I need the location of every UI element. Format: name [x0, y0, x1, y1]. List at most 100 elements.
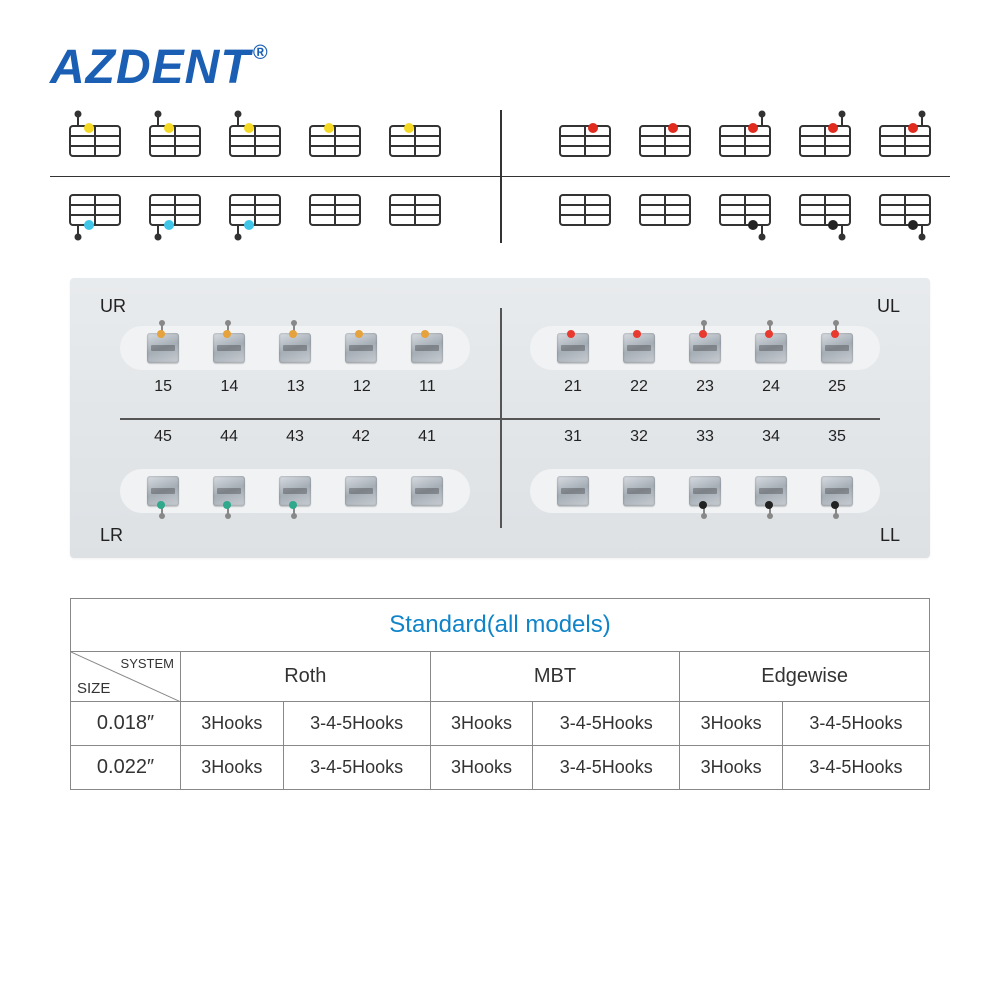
strip-ul [530, 326, 880, 370]
numbers-ul: 21 22 23 24 25 [530, 378, 880, 396]
tooth-number: 41 [418, 428, 436, 446]
strip-lr [120, 469, 470, 513]
col-roth: Roth [181, 652, 431, 702]
label-lr: LR [100, 525, 123, 546]
bracket-photo [755, 333, 787, 363]
col-edgewise: Edgewise [680, 652, 930, 702]
table-title: Standard(all models) [71, 599, 930, 652]
bracket-photo [623, 476, 655, 506]
bracket-outline-icon [550, 110, 620, 168]
table-corner-cell: SYSTEM SIZE [71, 652, 181, 702]
size-018: 0.018″ [71, 702, 181, 746]
bracket-photo [557, 476, 589, 506]
bracket-outline-icon [60, 110, 130, 168]
bracket-photo [345, 476, 377, 506]
bracket-photo [147, 333, 179, 363]
bracket-photo [557, 333, 589, 363]
bracket-photo [213, 333, 245, 363]
bracket-photo [689, 476, 721, 506]
tooth-number: 12 [353, 378, 371, 396]
tooth-number: 21 [564, 378, 582, 396]
cell: 3-4-5Hooks [283, 746, 430, 790]
tooth-number: 11 [419, 378, 436, 396]
tooth-number: 44 [220, 428, 238, 446]
bracket-outline-icon [550, 185, 620, 243]
numbers-lr: 45 44 43 42 41 [120, 428, 470, 446]
bracket-outline-icon [220, 110, 290, 168]
numbers-ur: 15 14 13 12 11 [120, 378, 470, 396]
strip-ur [120, 326, 470, 370]
bracket-outline-icon [710, 185, 780, 243]
tooth-number: 13 [287, 378, 305, 396]
tooth-number: 34 [762, 428, 780, 446]
tooth-number: 14 [220, 378, 238, 396]
bracket-photo [147, 476, 179, 506]
bracket-outline-icon [60, 185, 130, 243]
label-ur: UR [100, 296, 126, 317]
numbers-ll: 31 32 33 34 35 [530, 428, 880, 446]
bracket-outline-icon [220, 185, 290, 243]
label-ll: LL [880, 525, 900, 546]
strip-ll [530, 469, 880, 513]
bracket-photo [213, 476, 245, 506]
tooth-number: 24 [762, 378, 780, 396]
tooth-number: 35 [828, 428, 846, 446]
bracket-photo [279, 333, 311, 363]
tooth-number: 22 [630, 378, 648, 396]
col-mbt: MBT [430, 652, 680, 702]
cell: 3Hooks [181, 702, 284, 746]
bracket-photo [411, 333, 443, 363]
bracket-outline-icon [300, 185, 370, 243]
bracket-outline-icon [300, 110, 370, 168]
bracket-outline-icon [140, 185, 210, 243]
size-022: 0.022″ [71, 746, 181, 790]
bracket-photo [411, 476, 443, 506]
cell: 3-4-5Hooks [782, 702, 929, 746]
bracket-photo [821, 333, 853, 363]
bracket-outline-icon [380, 110, 450, 168]
cell: 3Hooks [430, 746, 533, 790]
cell: 3Hooks [181, 746, 284, 790]
bracket-diagram [50, 110, 950, 243]
tooth-number: 43 [286, 428, 304, 446]
tooth-number: 33 [696, 428, 714, 446]
bracket-outline-icon [630, 185, 700, 243]
card-hline [120, 418, 880, 420]
bracket-outline-icon [380, 185, 450, 243]
logo-text: AZDENT [50, 40, 251, 95]
bracket-outline-icon [790, 110, 860, 168]
size-label: SIZE [77, 680, 110, 697]
tooth-number: 32 [630, 428, 648, 446]
label-ul: UL [877, 296, 900, 317]
bracket-photo-card: UR UL LR LL 15 14 13 12 11 21 22 23 24 25 45 44 43… [70, 278, 930, 558]
bracket-outline-icon [870, 185, 940, 243]
bracket-outline-icon [630, 110, 700, 168]
cell: 3-4-5Hooks [533, 746, 680, 790]
cell: 3-4-5Hooks [533, 702, 680, 746]
bracket-photo [623, 333, 655, 363]
cell: 3-4-5Hooks [782, 746, 929, 790]
bracket-outline-icon [710, 110, 780, 168]
brand-logo: AZDENT ® [50, 40, 950, 95]
cell: 3Hooks [680, 702, 783, 746]
system-label: SYSTEM [121, 656, 174, 671]
bracket-outline-icon [870, 110, 940, 168]
bracket-outline-icon [790, 185, 860, 243]
bracket-outline-icon [140, 110, 210, 168]
bracket-photo [279, 476, 311, 506]
logo-reg: ® [253, 42, 269, 65]
tooth-number: 23 [696, 378, 714, 396]
cell: 3-4-5Hooks [283, 702, 430, 746]
bracket-photo [821, 476, 853, 506]
spec-table: Standard(all models) SYSTEM SIZE Roth MB… [70, 598, 930, 790]
tooth-number: 25 [828, 378, 846, 396]
bracket-photo [689, 333, 721, 363]
cell: 3Hooks [680, 746, 783, 790]
tooth-number: 15 [154, 378, 172, 396]
cell: 3Hooks [430, 702, 533, 746]
bracket-photo [755, 476, 787, 506]
tooth-number: 45 [154, 428, 172, 446]
tooth-number: 42 [352, 428, 370, 446]
tooth-number: 31 [564, 428, 582, 446]
bracket-photo [345, 333, 377, 363]
